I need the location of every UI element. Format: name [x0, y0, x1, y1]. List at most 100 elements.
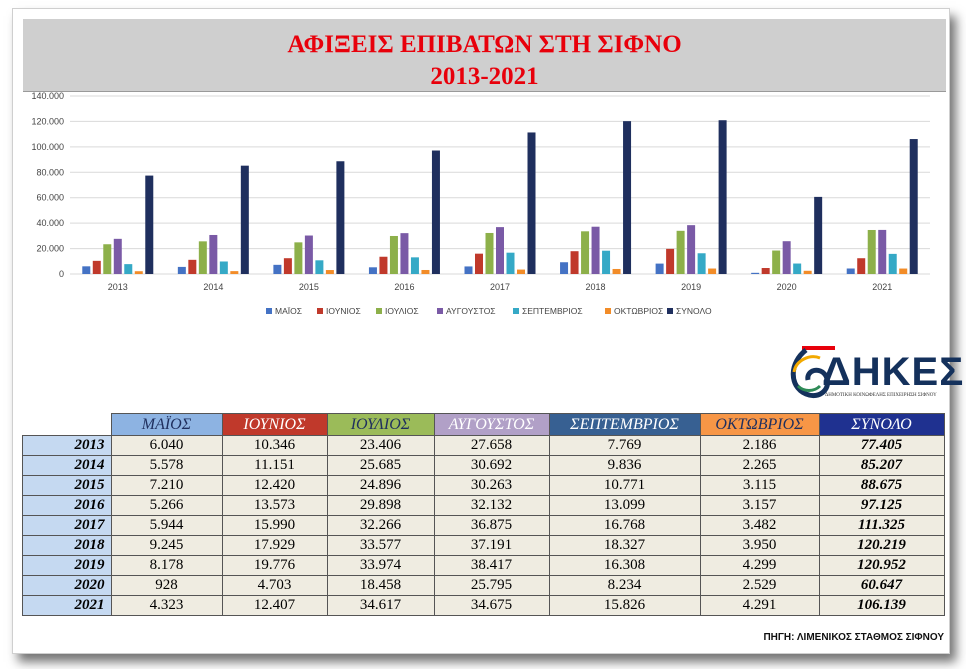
bar — [368, 267, 377, 274]
header-july: ΙΟΥΛΙΟΣ — [326, 413, 435, 436]
bar — [485, 232, 494, 274]
bar — [602, 250, 611, 274]
bar — [103, 244, 112, 274]
legend-label: ΑΥΓΟΥΣΤΟΣ — [446, 306, 496, 316]
header-total: ΣΥΝΟΛΟ — [818, 413, 945, 436]
logo-subtitle: ΔΗΜΟΤΙΚΗ ΚΟΙΝΩΦΕΛΗΣ ΕΠΙΧΕΙΡΗΣΗ ΣΙΦΝΟΥ — [825, 393, 937, 398]
bar — [655, 263, 664, 274]
value-cell: 11.151 — [221, 455, 328, 476]
bar — [389, 235, 398, 274]
chart-subtitle-years: 2013-2021 — [430, 63, 539, 90]
value-cell: 18.327 — [548, 535, 701, 556]
row-year: 2017 — [22, 515, 112, 536]
legend-swatch — [266, 308, 272, 314]
y-tick-label: 140.000 — [31, 91, 64, 101]
row-year: 2018 — [22, 535, 112, 556]
table-row: 2013 6.040 10.346 23.406 27.658 7.769 2.186 77.… — [22, 435, 945, 456]
x-tick-label: 2018 — [586, 282, 606, 292]
value-cell: 24.896 — [326, 475, 435, 496]
value-cell: 3.157 — [699, 495, 820, 516]
value-cell: 9.836 — [548, 455, 701, 476]
row-year: 2021 — [22, 595, 112, 616]
bar — [517, 269, 525, 274]
bar — [336, 161, 345, 274]
bar — [676, 230, 685, 274]
x-tick-label: 2013 — [108, 282, 128, 292]
value-cell: 38.417 — [433, 555, 550, 576]
bar — [782, 241, 791, 274]
bar — [793, 263, 802, 274]
value-cell: 16.768 — [548, 515, 701, 536]
bar — [527, 132, 536, 274]
total-cell: 85.207 — [818, 455, 945, 476]
table-corner — [22, 413, 111, 436]
value-cell: 29.898 — [326, 495, 435, 516]
bar — [219, 261, 228, 274]
bar — [273, 264, 282, 274]
value-cell: 5.944 — [110, 515, 223, 536]
value-cell: 2.186 — [699, 435, 820, 456]
row-year: 2016 — [22, 495, 112, 516]
bar — [209, 234, 218, 274]
bar — [283, 258, 292, 274]
table-row: 2017 5.944 15.990 32.266 36.875 16.768 3.482 11… — [22, 515, 945, 536]
table-row: 2015 7.210 12.420 24.896 30.263 10.771 3.115 88… — [22, 475, 945, 496]
value-cell: 5.578 — [110, 455, 223, 476]
bar — [666, 248, 675, 274]
y-tick-label: 20.000 — [36, 244, 64, 254]
x-tick-label: 2015 — [299, 282, 319, 292]
value-cell: 4.291 — [699, 595, 820, 616]
row-year: 2014 — [22, 455, 112, 476]
bar — [410, 257, 419, 274]
data-table: ΜΑΪΟΣ ΙΟΥΝΙΟΣ ΙΟΥΛΙΟΣ ΑΥΓΟΥΣΤΟΣ ΣΕΠΤΕΜΒΡ… — [22, 413, 945, 616]
bar — [846, 268, 855, 274]
total-cell: 77.405 — [818, 435, 945, 456]
bar — [591, 226, 600, 274]
value-cell: 7.210 — [110, 475, 223, 496]
value-cell: 2.529 — [699, 575, 820, 596]
x-tick-label: 2017 — [490, 282, 510, 292]
legend-swatch — [376, 308, 382, 314]
row-year: 2019 — [22, 555, 112, 576]
dikes-logo-icon — [790, 346, 835, 398]
bar — [909, 139, 918, 274]
bar — [379, 256, 388, 274]
value-cell: 32.266 — [326, 515, 435, 536]
total-cell: 111.325 — [818, 515, 945, 536]
table-row: 2021 4.323 12.407 34.617 34.675 15.826 4.291 10… — [22, 595, 945, 616]
header-may: ΜΑΪΟΣ — [110, 413, 223, 436]
bar — [400, 233, 409, 274]
value-cell: 3.115 — [699, 475, 820, 496]
value-cell: 8.178 — [110, 555, 223, 576]
table-row: 2019 8.178 19.776 33.974 38.417 16.308 4.299 12… — [22, 555, 945, 576]
table-row: 2020 928 4.703 18.458 25.795 8.234 2.529 60.647 — [22, 575, 945, 596]
bar — [867, 229, 876, 274]
value-cell: 8.234 — [548, 575, 701, 596]
legend-swatch — [317, 308, 323, 314]
value-cell: 25.795 — [433, 575, 550, 596]
bar — [581, 231, 590, 274]
header-september: ΣΕΠΤΕΜΒΡΙΟΣ — [548, 413, 701, 436]
bar — [623, 121, 632, 274]
value-cell: 15.826 — [548, 595, 701, 616]
y-tick-label: 40.000 — [36, 218, 64, 228]
total-cell: 97.125 — [818, 495, 945, 516]
value-cell: 3.482 — [699, 515, 820, 536]
bar — [230, 271, 239, 274]
legend-label: ΟΚΤΩΒΡΙΟΣ — [614, 306, 663, 316]
legend-swatch — [437, 308, 443, 314]
bar — [325, 270, 334, 274]
value-cell: 27.658 — [433, 435, 550, 456]
table-row: 2018 9.245 17.929 33.577 37.191 18.327 3.950 12… — [22, 535, 945, 556]
bar-chart: 0 20.000 40.000 60.000 80.000 100.000 120.000 1… — [31, 91, 930, 316]
y-tick-label: 0 — [59, 269, 64, 279]
table-row: 2014 5.578 11.151 25.685 30.692 9.836 2.265 85.… — [22, 455, 945, 476]
table-row: 2016 5.266 13.573 29.898 32.132 13.099 3.157 97… — [22, 495, 945, 516]
bar — [188, 259, 197, 274]
total-cell: 120.952 — [818, 555, 945, 576]
y-tick-label: 60.000 — [36, 193, 64, 203]
value-cell: 10.346 — [221, 435, 328, 456]
bar — [475, 253, 483, 274]
x-tick-label: 2021 — [872, 282, 892, 292]
bar — [240, 165, 249, 274]
